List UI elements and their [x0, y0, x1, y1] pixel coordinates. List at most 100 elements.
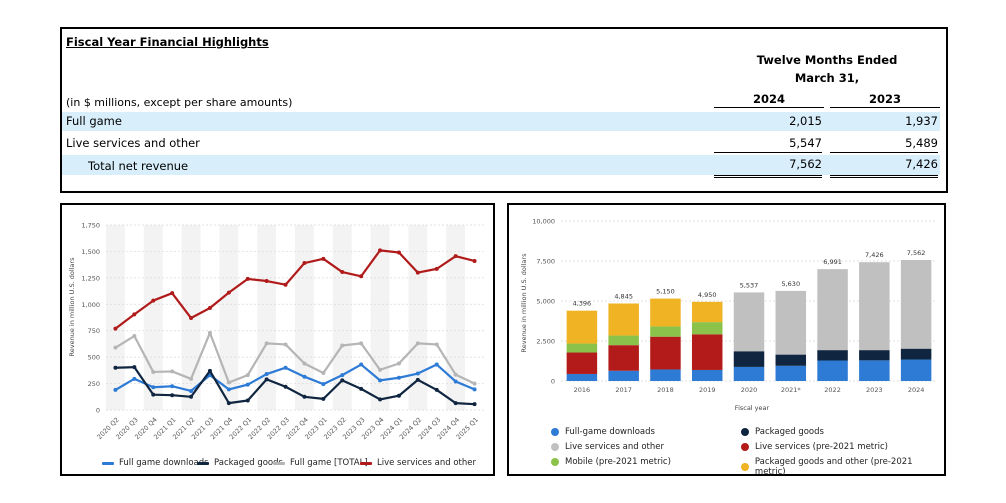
grid-band	[106, 225, 125, 410]
data-point	[359, 386, 364, 391]
table-row-total: Total net revenue 7,562 7,426	[62, 155, 940, 175]
series-line	[114, 331, 476, 385]
x-tick-label: 2023	[866, 386, 883, 394]
bar-segment	[691, 322, 723, 335]
table-header-date: March 31,	[794, 71, 860, 85]
y-tick-label: 0	[551, 378, 555, 386]
y-tick-label: 2,500	[536, 338, 555, 346]
bar-chart-x-axis-label: Fiscal year	[735, 404, 770, 412]
data-point	[226, 380, 231, 385]
data-point	[434, 362, 439, 367]
data-point	[264, 372, 269, 377]
data-point	[340, 270, 345, 275]
data-point	[170, 384, 175, 389]
bar-total-label: 5,630	[781, 280, 800, 288]
row-value-2023: 5,489	[905, 136, 938, 150]
data-point	[189, 316, 194, 321]
bar-total-label: 4,950	[698, 291, 717, 299]
data-point	[453, 372, 458, 377]
data-point	[283, 282, 288, 287]
data-point	[151, 298, 156, 303]
legend-label: Packaged goods	[214, 458, 283, 468]
bar-segment	[733, 292, 765, 352]
data-point	[113, 365, 118, 370]
data-point	[378, 378, 383, 383]
financial-highlights-table: Fiscal Year Financial Highlights Twelve …	[60, 27, 948, 193]
grid-band	[332, 225, 352, 410]
legend-live-services-and-other: Live services and other	[551, 442, 664, 452]
line-chart-y-axis-label: Revenue in million U.S. dollars	[68, 257, 76, 357]
data-point	[472, 387, 477, 392]
data-point	[472, 381, 477, 386]
bar-total-label: 5,537	[740, 281, 759, 289]
table-header-period: Twelve Months Ended	[756, 53, 898, 67]
total-double-rule	[830, 175, 938, 176]
table-row-full-game: Full game 2,015 1,937	[62, 112, 940, 131]
bar-total-label: 7,562	[907, 249, 926, 257]
y-tick-label: 1,250	[81, 274, 100, 282]
data-point	[132, 334, 137, 338]
data-point	[378, 248, 383, 253]
grid-band	[295, 225, 314, 410]
data-point	[396, 393, 401, 398]
bar-segment	[566, 373, 598, 381]
bar-segment	[859, 350, 890, 361]
data-point	[245, 276, 250, 281]
bar-segment	[733, 366, 765, 381]
data-point	[359, 341, 364, 346]
x-tick-label: 2019	[699, 386, 716, 394]
legend-full-game-downloads: Full-game downloads	[551, 427, 655, 437]
legend-swatch	[102, 461, 114, 465]
data-point	[472, 402, 477, 407]
legend-full-game-downloads: Full game downloads	[102, 458, 209, 468]
bar-segment	[566, 352, 598, 374]
legend-swatch	[741, 463, 749, 471]
y-tick-label: 0	[96, 407, 100, 415]
row-value-2023: 7,426	[905, 157, 938, 171]
legend-label: Live services (pre-2021 metric)	[755, 442, 888, 452]
grid-band	[219, 225, 239, 410]
data-point	[453, 254, 458, 259]
data-point	[207, 330, 212, 335]
bar-segment	[608, 303, 639, 336]
data-point	[340, 378, 345, 383]
grid-band	[257, 225, 277, 410]
bar-segment	[775, 290, 807, 355]
data-point	[396, 250, 401, 255]
data-point	[132, 365, 137, 370]
legend-label: Full-game downloads	[565, 427, 655, 437]
series-line	[114, 249, 475, 330]
data-point	[302, 261, 307, 266]
bar-segment	[900, 348, 932, 360]
bar-segment	[900, 260, 932, 349]
bar-total-label: 4,396	[573, 300, 592, 308]
row-label: Live services and other	[66, 136, 200, 150]
data-point	[321, 396, 326, 401]
data-point	[226, 387, 231, 392]
data-point	[321, 256, 326, 261]
data-point	[151, 369, 156, 374]
legend-label: Full game downloads	[119, 458, 209, 468]
line-chart-grid	[106, 225, 466, 410]
year-header-2023: 2023	[830, 92, 940, 108]
data-point	[321, 382, 326, 387]
annual-revenue-bar-chart: Revenue in million U.S. dollars Fiscal y…	[507, 203, 946, 477]
legend-label: Live services and other	[377, 458, 476, 468]
quarterly-revenue-line-chart: Revenue in million U.S. dollars 0 250 500 7…	[60, 203, 495, 476]
data-point	[189, 388, 194, 393]
bar-segment	[608, 370, 639, 381]
series-line	[114, 363, 475, 393]
legend-label: Live services and other	[565, 442, 664, 452]
data-point	[283, 384, 288, 389]
bar-segment	[775, 354, 807, 366]
data-point	[170, 393, 175, 398]
legend-swatch	[741, 443, 749, 451]
legend-swatch	[360, 461, 372, 465]
data-point	[264, 377, 269, 382]
legend-label: Mobile (pre-2021 metric)	[565, 457, 671, 467]
row-value-2024: 7,562	[789, 157, 822, 171]
data-point	[396, 375, 401, 380]
legend-packaged-goods: Packaged goods	[197, 458, 283, 468]
data-point	[359, 362, 364, 367]
data-point	[340, 373, 345, 378]
